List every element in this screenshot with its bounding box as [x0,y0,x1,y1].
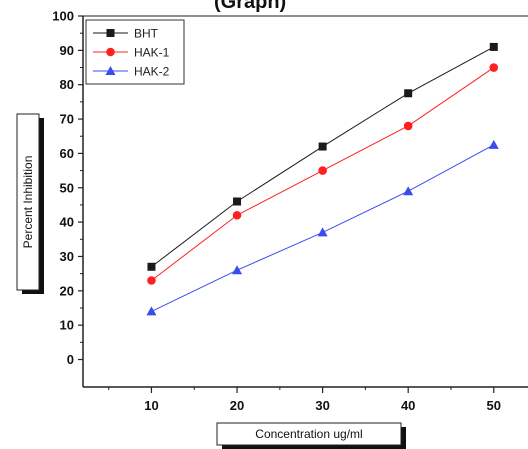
data-point-hak-1 [147,276,156,285]
y-tick-label: 70 [60,112,74,127]
x-tick-label: 30 [315,398,329,413]
legend-item-hak-1: HAK-1 [93,46,170,60]
y-tick-label: 100 [52,9,74,24]
data-point-bht [489,42,498,51]
y-tick-label: 90 [60,43,74,58]
y-axis-label-box [16,113,40,291]
x-tick-label: 10 [144,398,158,413]
chart-title-partial: (Graph) [214,0,286,13]
data-point-hak-2 [146,306,157,316]
legend-label: HAK-2 [134,65,170,79]
data-point-hak-1 [232,210,242,220]
legend-label: BHT [134,27,159,41]
data-point-hak-2 [403,186,414,196]
series-layer [146,42,499,316]
legend-item-bht: BHT [93,27,159,41]
y-axis-label-group: Percent Inhibition [16,113,44,294]
data-point-hak-2 [232,265,243,275]
data-point-bht [233,197,242,206]
legend-item-hak-2: HAK-2 [93,65,170,79]
x-axis-label-box [216,422,402,446]
x-axis-label: Concentration ug/ml [255,427,362,441]
y-tick-label: 30 [60,249,74,264]
y-ticks: 0 10 20 30 40 50 60 70 80 90 100 [52,9,83,367]
y-tick-label: 50 [60,180,74,195]
x-tick-label: 20 [230,398,244,413]
data-point-hak-1 [403,121,413,131]
y-tick-label: 20 [60,283,74,298]
legend: BHT HAK-1 HAK-2 [85,19,185,85]
y-tick-label: 40 [60,215,74,230]
y-axis-label: Percent Inhibition [21,156,35,249]
y-tick-label: 0 [67,352,74,367]
data-point-hak-1 [318,166,327,175]
legend-swatch-marker [106,29,115,37]
series-bht [147,42,498,271]
data-point-bht [404,89,413,98]
x-tick-label: 40 [401,398,415,413]
data-point-hak-1 [489,63,499,72]
series-hak-2 [146,139,499,316]
x-axis-label-group: Concentration ug/ml [216,422,406,449]
y-tick-label: 10 [60,318,74,333]
legend-swatch-marker [106,47,115,57]
y-tick-label: 80 [60,77,74,92]
x-tick-label: 50 [487,398,501,413]
series-hak-1 [147,63,499,285]
y-tick-label: 60 [60,146,74,161]
data-point-hak-2 [488,139,499,149]
legend-swatch-marker [105,66,116,75]
x-ticks: 10 20 30 40 50 [108,387,501,413]
legend-label: HAK-1 [134,46,170,60]
data-point-bht [318,142,327,151]
data-point-bht [147,262,156,271]
data-point-hak-2 [317,227,328,237]
